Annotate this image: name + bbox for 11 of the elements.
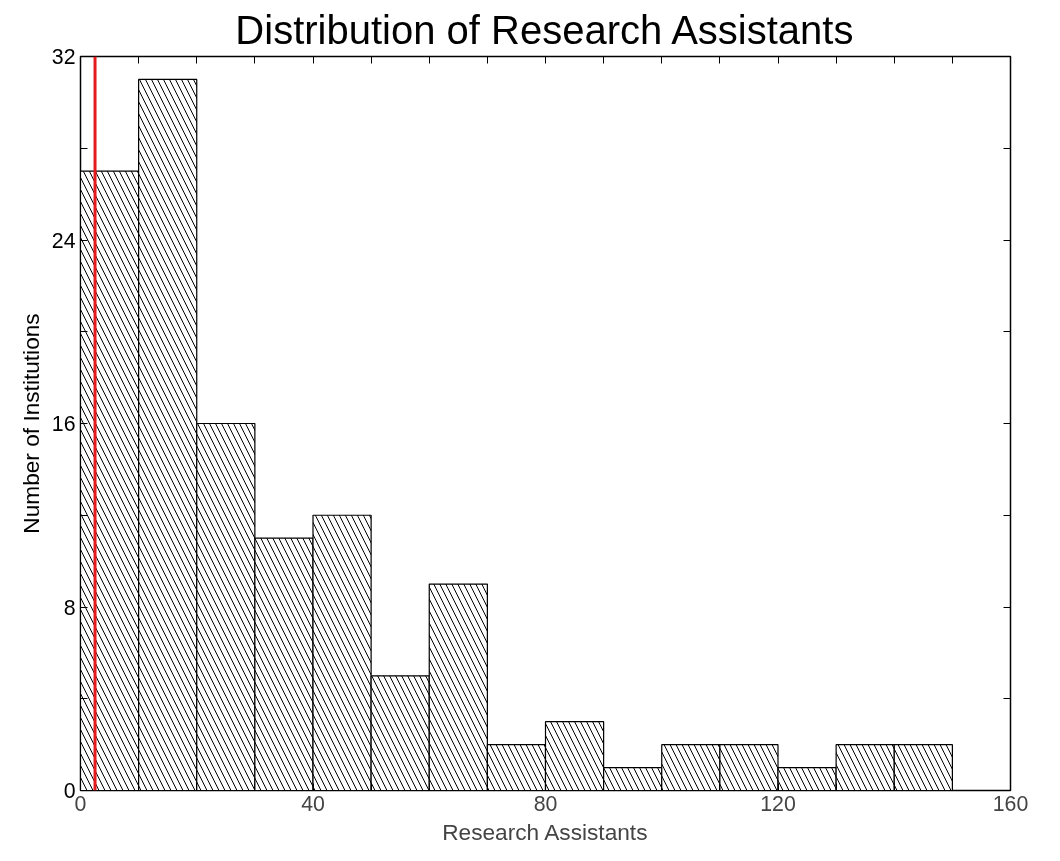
y-tick-label: 16 [51, 412, 76, 436]
y-tick-label: 24 [51, 228, 76, 253]
x-tick-label: 120 [760, 791, 796, 816]
y-tick-label: 8 [63, 595, 76, 620]
y-tick-label: 32 [51, 45, 76, 69]
chart-title: Distribution of Research Assistants [235, 7, 854, 52]
y-axis-title: Number of Institutions [17, 313, 44, 534]
x-tick-label: 160 [992, 791, 1029, 816]
x-tick-label: 80 [533, 791, 558, 816]
x-tick-label: 40 [301, 791, 325, 816]
x-axis-title: Research Assistants [442, 818, 648, 845]
